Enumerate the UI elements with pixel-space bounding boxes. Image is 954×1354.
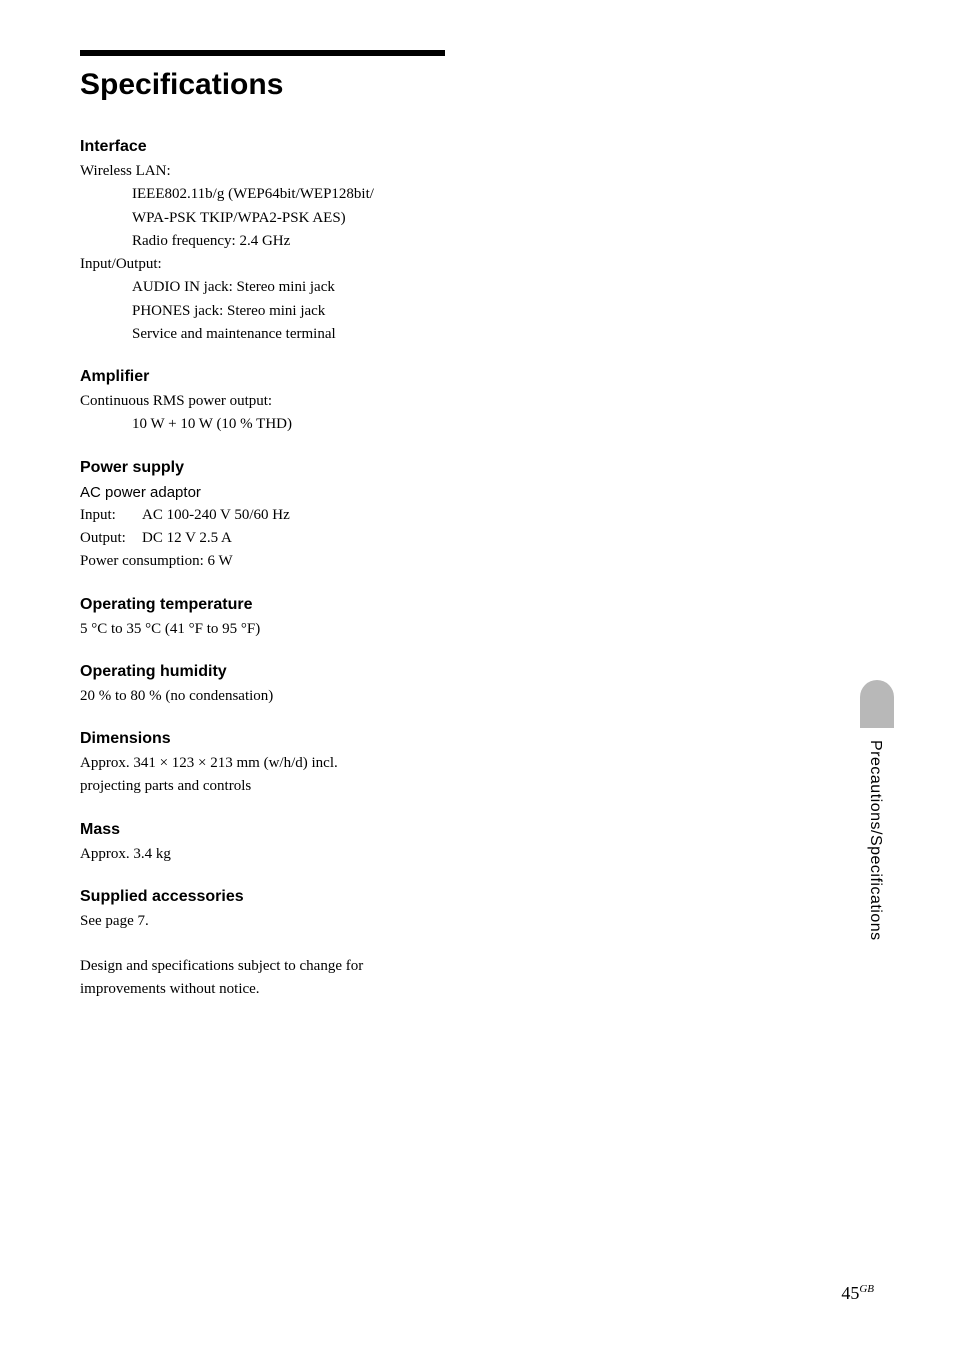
section-amplifier: Amplifier Continuous RMS power output: 1… — [80, 368, 500, 437]
dimensions-line2: projecting parts and controls — [80, 775, 500, 798]
wlan-label: Wireless LAN: — [80, 160, 500, 183]
temperature-heading: Operating temperature — [80, 596, 500, 614]
side-tab-label: Precautions/Specifications — [866, 740, 884, 941]
side-tab-cap — [860, 680, 894, 728]
section-mass: Mass Approx. 3.4 kg — [80, 821, 500, 866]
io-line1: AUDIO IN jack: Stereo mini jack — [80, 276, 500, 299]
mass-heading: Mass — [80, 821, 500, 839]
temperature-value: 5 °C to 35 °C (41 °F to 95 °F) — [80, 618, 500, 641]
amplifier-heading: Amplifier — [80, 368, 500, 386]
wlan-line2: WPA-PSK TKIP/WPA2-PSK AES) — [80, 207, 500, 230]
io-line2: PHONES jack: Stereo mini jack — [80, 300, 500, 323]
accessories-heading: Supplied accessories — [80, 888, 500, 906]
page-number-suffix: GB — [859, 1283, 874, 1295]
top-rule — [80, 50, 445, 56]
power-consumption: Power consumption: 6 W — [80, 550, 500, 573]
io-line3: Service and maintenance terminal — [80, 323, 500, 346]
section-temperature: Operating temperature 5 °C to 35 °C (41 … — [80, 596, 500, 641]
note-line2: improvements without notice. — [80, 978, 500, 1001]
power-adaptor: AC power adaptor — [80, 481, 500, 504]
content-column: Specifications Interface Wireless LAN: I… — [80, 50, 500, 1002]
dimensions-line1: Approx. 341 × 123 × 213 mm (w/h/d) incl. — [80, 752, 500, 775]
power-heading: Power supply — [80, 459, 500, 477]
note-line1: Design and specifications subject to cha… — [80, 955, 500, 978]
power-input-key: Input: — [80, 504, 142, 527]
power-output-row: Output: DC 12 V 2.5 A — [80, 527, 500, 550]
power-output-key: Output: — [80, 527, 142, 550]
interface-heading: Interface — [80, 138, 500, 156]
humidity-value: 20 % to 80 % (no condensation) — [80, 685, 500, 708]
section-accessories: Supplied accessories See page 7. — [80, 888, 500, 933]
power-input-row: Input: AC 100-240 V 50/60 Hz — [80, 504, 500, 527]
io-label: Input/Output: — [80, 253, 500, 276]
mass-value: Approx. 3.4 kg — [80, 843, 500, 866]
wlan-line1: IEEE802.11b/g (WEP64bit/WEP128bit/ — [80, 183, 500, 206]
accessories-value: See page 7. — [80, 910, 500, 933]
page-number-value: 45 — [841, 1283, 859, 1303]
section-power: Power supply AC power adaptor Input: AC … — [80, 459, 500, 574]
page-title: Specifications — [80, 68, 500, 102]
amplifier-line2: 10 W + 10 W (10 % THD) — [80, 413, 500, 436]
section-humidity: Operating humidity 20 % to 80 % (no cond… — [80, 663, 500, 708]
wlan-line3: Radio frequency: 2.4 GHz — [80, 230, 500, 253]
power-input-value: AC 100-240 V 50/60 Hz — [142, 504, 290, 527]
page-number: 45GB — [841, 1283, 874, 1304]
final-note: Design and specifications subject to cha… — [80, 955, 500, 1002]
section-dimensions: Dimensions Approx. 341 × 123 × 213 mm (w… — [80, 730, 500, 799]
amplifier-line1: Continuous RMS power output: — [80, 390, 500, 413]
section-interface: Interface Wireless LAN: IEEE802.11b/g (W… — [80, 138, 500, 346]
humidity-heading: Operating humidity — [80, 663, 500, 681]
power-output-value: DC 12 V 2.5 A — [142, 527, 232, 550]
dimensions-heading: Dimensions — [80, 730, 500, 748]
side-tab: Precautions/Specifications — [860, 680, 894, 980]
